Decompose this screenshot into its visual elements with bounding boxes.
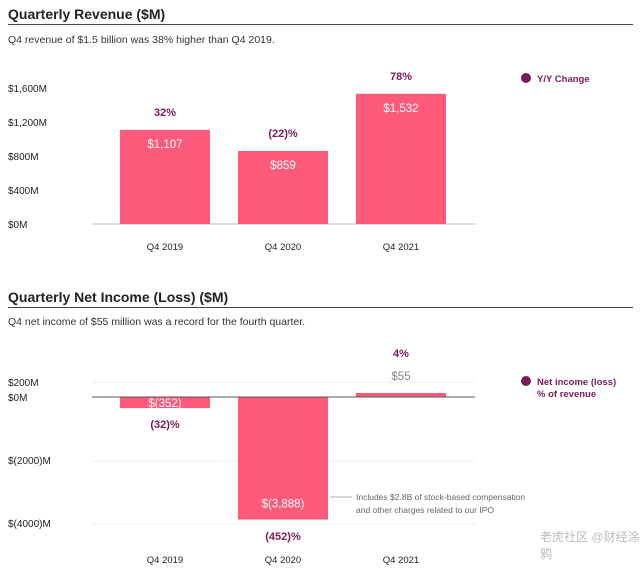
margin-pct-label: 4%: [393, 348, 409, 360]
bar-value-label: $1,107: [147, 139, 182, 151]
bar-value-label: $55: [391, 371, 410, 383]
bar-value-label: $1,532: [383, 103, 418, 115]
bar: [120, 397, 210, 409]
y-tick-label: $800M: [8, 152, 39, 163]
y-tick-label: $1,600M: [8, 84, 47, 95]
bar-value-label: $859: [270, 160, 296, 172]
annotation-text: Includes $2.8B of stock-based compensati…: [356, 492, 525, 502]
x-tick-label: Q4 2020: [265, 242, 301, 253]
revenue-title-rule: [8, 24, 633, 25]
margin-pct-label: (452)%: [265, 531, 301, 543]
y-tick-label: $0M: [8, 220, 27, 231]
legend-label: Net income (loss): [537, 377, 616, 388]
bar-value-label: $(3,888): [262, 498, 305, 510]
y-tick-label: $1,200M: [8, 118, 47, 129]
legend-label: Y/Y Change: [537, 74, 590, 85]
x-tick-label: Q4 2019: [147, 242, 183, 253]
y-tick-label: $(4000)M: [8, 519, 51, 530]
y-tick-label: $(2000)M: [8, 456, 51, 467]
annotation-text: and other charges related to our IPO: [356, 505, 494, 515]
bar: [356, 393, 446, 397]
legend-marker: [521, 376, 531, 386]
yoy-change-label: (22)%: [268, 128, 298, 140]
bar: [238, 397, 328, 520]
bar: [356, 93, 446, 224]
net-income-chart-subtitle: Q4 net income of $55 million was a recor…: [8, 316, 306, 328]
x-tick-label: Q4 2019: [147, 555, 183, 566]
yoy-change-label: 78%: [390, 71, 412, 83]
margin-pct-label: (32)%: [150, 419, 180, 431]
legend-label: % of revenue: [537, 389, 596, 400]
bar: [120, 129, 210, 224]
bar-value-label: $(352): [148, 398, 181, 410]
revenue-chart-title: Quarterly Revenue ($M): [8, 6, 166, 22]
watermark: 老虎社区 @财经涂鸦: [540, 530, 640, 561]
y-tick-label: $400M: [8, 186, 39, 197]
yoy-change-label: 32%: [154, 107, 176, 119]
bar: [238, 150, 328, 224]
x-tick-label: Q4 2021: [383, 555, 419, 566]
y-tick-label: $200M: [8, 378, 39, 389]
net-income-chart-title: Quarterly Net Income (Loss) ($M): [8, 289, 229, 305]
x-tick-label: Q4 2020: [265, 555, 301, 566]
x-tick-label: Q4 2021: [383, 242, 419, 253]
y-tick-label: $0M: [8, 393, 27, 404]
legend-marker: [521, 73, 531, 83]
revenue-chart-subtitle: Q4 revenue of $1.5 billion was 38% highe…: [8, 34, 275, 46]
net-income-title-rule: [8, 307, 633, 308]
revenue-chart: $0M $400M $800M $1,200M $1,600M $1,107 32% Q4 2…: [8, 71, 590, 253]
